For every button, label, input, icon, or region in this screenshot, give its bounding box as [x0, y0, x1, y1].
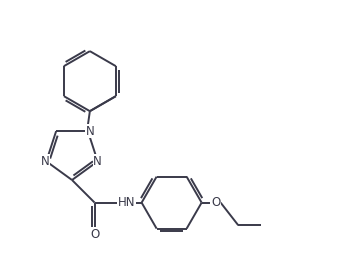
Text: N: N [93, 155, 102, 168]
Text: N: N [41, 155, 50, 168]
Text: N: N [86, 125, 94, 138]
Text: HN: HN [118, 196, 135, 209]
Text: O: O [211, 196, 220, 209]
Text: O: O [90, 228, 99, 241]
